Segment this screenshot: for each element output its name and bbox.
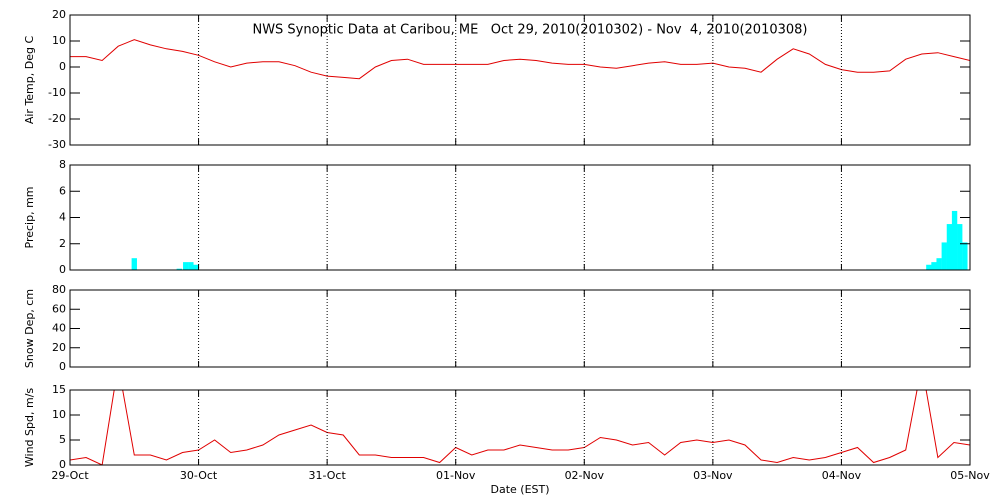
y-tick-label: 0 <box>59 60 66 73</box>
x-tick-label: 05-Nov <box>950 469 990 482</box>
data-line <box>70 39 970 80</box>
y-tick-label: 2 <box>59 237 66 250</box>
x-tick-label: 03-Nov <box>693 469 733 482</box>
plot-frame <box>69 389 971 466</box>
y-tick-label: 15 <box>52 383 66 396</box>
y-tick-label: -10 <box>48 86 66 99</box>
x-tick-label: 30-Oct <box>180 469 218 482</box>
plot-area <box>70 390 970 465</box>
x-tick-label: 29-Oct <box>51 469 89 482</box>
bar <box>131 258 137 270</box>
bar <box>957 224 963 270</box>
y-tick-label: 0 <box>59 360 66 373</box>
x-axis-label: Date (EST) <box>490 483 549 496</box>
y-tick-label: 20 <box>52 341 66 354</box>
y-tick-label: 4 <box>59 211 66 224</box>
y-tick-label: -20 <box>48 112 66 125</box>
bar <box>176 268 182 270</box>
bar <box>931 262 937 270</box>
x-tick-label: 01-Nov <box>436 469 476 482</box>
x-tick-label: 02-Nov <box>565 469 605 482</box>
y-axis-label: Precip, mm <box>23 187 36 249</box>
plot-area <box>70 39 970 80</box>
bar <box>188 262 194 270</box>
plot-frame <box>69 164 971 271</box>
chart-title: NWS Synoptic Data at Caribou, ME Oct 29,… <box>252 23 807 38</box>
bar <box>941 242 947 270</box>
bar <box>936 258 942 270</box>
y-axis-label: Wind Spd, m/s <box>23 388 36 468</box>
y-tick-label: 10 <box>52 408 66 421</box>
data-line <box>70 390 970 465</box>
bar <box>962 242 968 270</box>
y-tick-label: 8 <box>59 158 66 171</box>
bar <box>951 210 958 270</box>
bar <box>946 224 953 270</box>
y-tick-label: 10 <box>52 34 66 47</box>
y-tick-label: 60 <box>52 302 66 315</box>
plot-frame <box>69 289 971 368</box>
y-axis-label: Snow Dep, cm <box>23 289 36 368</box>
x-tick-label: 04-Nov <box>822 469 862 482</box>
y-tick-label: 0 <box>59 263 66 276</box>
y-tick-label: 6 <box>59 184 66 197</box>
y-tick-label: 0 <box>59 458 66 471</box>
bar <box>926 264 932 270</box>
y-axis-label: Air Temp, Deg C <box>23 36 36 125</box>
y-tick-label: -30 <box>48 138 66 151</box>
y-tick-label: 80 <box>52 283 66 296</box>
plot-frame <box>69 14 971 146</box>
bar <box>183 262 189 270</box>
x-tick-label: 31-Oct <box>308 469 346 482</box>
bar <box>193 264 199 270</box>
plot-area <box>131 210 968 270</box>
y-tick-label: 40 <box>52 322 66 335</box>
y-tick-label: 20 <box>52 8 66 21</box>
y-tick-label: 5 <box>59 433 66 446</box>
